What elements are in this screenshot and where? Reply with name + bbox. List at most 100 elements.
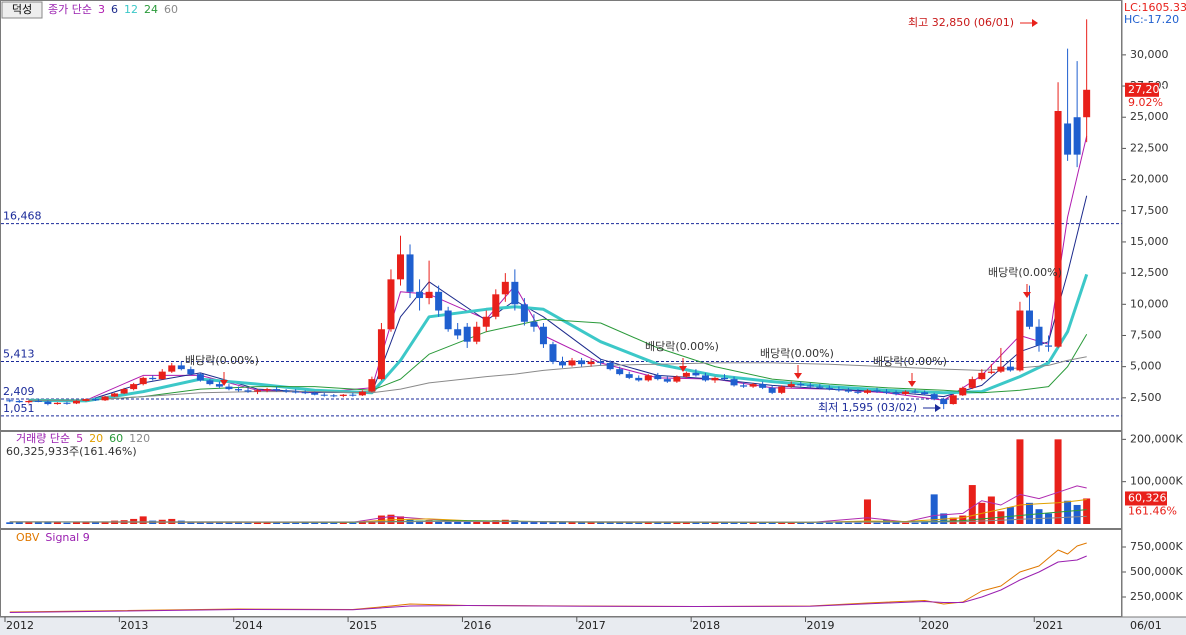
candle-body <box>1083 89 1091 118</box>
y-tick-label: 750,000K <box>1130 540 1183 553</box>
legend-entry: 60 <box>109 432 123 445</box>
annotation-arrowhead <box>935 404 941 412</box>
candle-body <box>673 376 681 382</box>
legend-entry: Signal 9 <box>45 531 89 544</box>
candle-body <box>301 392 309 394</box>
volume-bar <box>873 522 881 524</box>
volume-bar <box>301 522 309 524</box>
volume-bar <box>511 520 519 524</box>
candle-body <box>549 344 557 362</box>
volume-bar <box>1083 498 1091 524</box>
volume-bar <box>254 522 262 524</box>
volume-bar <box>82 521 90 524</box>
reference-label: 5,413 <box>3 347 35 360</box>
volume-bar <box>578 522 586 524</box>
volume-bar <box>1064 500 1072 524</box>
candle-body <box>358 391 366 396</box>
volume-bar <box>72 521 80 524</box>
candle-body <box>206 380 214 385</box>
x-tick-label: 2018 <box>692 619 720 632</box>
candle-body <box>987 371 995 373</box>
candle-body <box>778 386 786 393</box>
volume-bar <box>139 516 147 524</box>
y-tick-label: 200,000K <box>1130 432 1183 445</box>
candle-body <box>139 377 147 385</box>
candle-body <box>606 362 614 370</box>
candle-body <box>921 392 929 395</box>
candle-body <box>330 395 338 397</box>
last-value-box <box>1125 82 1159 97</box>
candle-body <box>149 377 157 380</box>
volume-bar <box>721 522 729 524</box>
annotation-arrowhead <box>1023 292 1031 298</box>
candle-body <box>1016 310 1024 371</box>
volume-bar <box>740 522 748 524</box>
x-tick-label: 2020 <box>921 619 949 632</box>
candle-body <box>501 281 509 295</box>
candle-body <box>863 390 871 393</box>
volume-bar <box>987 496 995 524</box>
volume-bar <box>682 521 690 524</box>
candle-body <box>940 399 948 405</box>
symbol-button[interactable] <box>1 1 43 19</box>
candle-body <box>320 394 328 396</box>
candle-body <box>339 394 347 396</box>
volume-bar <box>806 522 814 524</box>
candle-body <box>692 372 700 376</box>
candle-body <box>806 385 814 387</box>
candle-body <box>254 390 262 392</box>
candle-body <box>902 391 910 395</box>
volume-bar <box>101 521 109 524</box>
volume-bar <box>959 515 967 524</box>
volume-bar <box>416 520 424 524</box>
annotation: 배당락(0.00%) <box>988 266 1062 279</box>
volume-bar <box>311 522 319 524</box>
annotation-arrowhead <box>679 366 687 372</box>
volume-bar <box>292 522 300 524</box>
candle-body <box>578 360 586 365</box>
volume-bar <box>654 522 662 524</box>
volume-bar <box>968 485 976 524</box>
candle-body <box>444 310 452 330</box>
candle-body <box>787 384 795 387</box>
candle-body <box>215 384 223 387</box>
volume-bar <box>34 521 42 524</box>
candle-body <box>292 391 300 393</box>
y-tick-label: 100,000K <box>1130 475 1183 488</box>
volume-bar <box>435 521 443 524</box>
volume-bar <box>492 520 500 524</box>
volume-bar <box>863 499 871 524</box>
candle-body <box>740 385 748 387</box>
candle-body <box>711 377 719 381</box>
candle-body <box>234 389 242 391</box>
volume-bar <box>1016 439 1024 524</box>
volume-bar <box>597 522 605 524</box>
y-tick-label: 15,000 <box>1130 235 1169 248</box>
annotation: 최고 32,850 (06/01) <box>908 16 1014 29</box>
legend-title: 거래량 단순 <box>16 432 70 445</box>
annotation: 배당락(0.00%) <box>185 354 259 367</box>
volume-bar <box>234 522 242 524</box>
legend-entry: 60 <box>164 3 178 16</box>
volume-bar <box>711 522 719 524</box>
legend-entry: OBV <box>16 531 40 544</box>
candle-body <box>406 254 414 292</box>
candle-body <box>883 391 891 393</box>
candle-body <box>997 366 1005 372</box>
volume-bar <box>854 522 862 524</box>
candle-body <box>892 392 900 395</box>
candle-body <box>1064 123 1072 155</box>
volume-bar <box>673 521 681 524</box>
x-axis-band <box>0 617 1186 635</box>
hc-label: HC:-17.20 <box>1124 13 1179 26</box>
annotation: 최저 1,595 (03/02) <box>818 401 917 414</box>
candle-body <box>844 390 852 392</box>
volume-bar <box>749 522 757 524</box>
candle-body <box>6 400 14 402</box>
volume-bar <box>244 522 252 524</box>
volume-bar <box>273 522 281 524</box>
volume-bar <box>349 522 357 524</box>
obv-line <box>9 555 1087 613</box>
candle-body <box>454 329 462 336</box>
volume-bar <box>225 522 233 524</box>
